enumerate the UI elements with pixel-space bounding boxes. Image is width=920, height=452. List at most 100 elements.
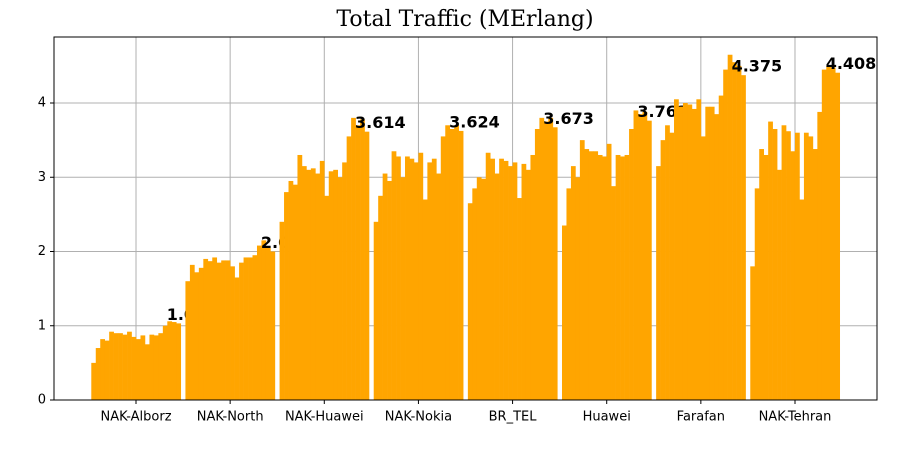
bar bbox=[315, 173, 321, 400]
bar bbox=[162, 325, 168, 400]
x-tick-label: Huawei bbox=[583, 410, 631, 425]
x-tick-label: NAK-Nokia bbox=[385, 410, 452, 425]
bar bbox=[521, 163, 527, 400]
bar bbox=[373, 221, 379, 400]
bar bbox=[629, 128, 634, 400]
bar bbox=[221, 260, 226, 400]
bar bbox=[127, 331, 132, 400]
bar bbox=[418, 152, 424, 400]
bar bbox=[817, 111, 823, 400]
bar bbox=[284, 192, 289, 400]
bar bbox=[494, 173, 500, 400]
bar bbox=[431, 158, 437, 400]
x-tick-label: NAK-Tehran bbox=[759, 410, 832, 425]
bar bbox=[288, 180, 294, 400]
x-tick-label: BR_TEL bbox=[489, 410, 538, 425]
bar bbox=[225, 260, 231, 400]
bar bbox=[378, 195, 383, 400]
bar bbox=[207, 261, 213, 400]
bar bbox=[714, 114, 720, 401]
bar bbox=[144, 344, 150, 400]
bar bbox=[109, 331, 114, 400]
bar bbox=[198, 267, 204, 400]
bar bbox=[709, 106, 715, 400]
bar bbox=[674, 99, 679, 400]
bar bbox=[597, 154, 603, 400]
bar bbox=[427, 162, 433, 400]
bar bbox=[153, 335, 159, 400]
bar bbox=[566, 188, 572, 400]
bar bbox=[826, 65, 832, 400]
bar bbox=[525, 169, 531, 400]
bar bbox=[499, 158, 504, 400]
bar bbox=[741, 75, 746, 400]
bar bbox=[821, 69, 827, 401]
bar bbox=[387, 180, 392, 400]
bar bbox=[118, 333, 123, 400]
bar bbox=[422, 199, 428, 400]
bar bbox=[131, 336, 137, 400]
bar bbox=[561, 225, 567, 400]
bar bbox=[167, 321, 173, 400]
bar bbox=[736, 65, 742, 400]
bar bbox=[472, 188, 478, 400]
bar bbox=[718, 95, 724, 401]
bar bbox=[149, 334, 155, 400]
bar bbox=[270, 251, 276, 400]
bar bbox=[265, 247, 271, 400]
value-label: 3.614 bbox=[355, 113, 406, 132]
bar bbox=[696, 99, 702, 400]
bar bbox=[248, 257, 253, 400]
bar bbox=[602, 156, 608, 400]
bar bbox=[113, 333, 119, 400]
bar bbox=[239, 262, 244, 400]
bar bbox=[230, 266, 235, 400]
bar bbox=[687, 104, 693, 401]
bar bbox=[409, 158, 415, 400]
bar bbox=[543, 121, 549, 401]
value-label: 3.673 bbox=[543, 109, 594, 128]
bar bbox=[812, 149, 818, 400]
bar bbox=[534, 128, 540, 400]
bar bbox=[333, 169, 339, 400]
bar bbox=[786, 131, 791, 400]
bar bbox=[620, 156, 625, 400]
bar bbox=[279, 221, 285, 400]
bar bbox=[768, 121, 773, 401]
bar bbox=[252, 255, 258, 400]
bar bbox=[794, 132, 800, 401]
bar bbox=[261, 240, 267, 400]
bar bbox=[732, 62, 737, 401]
bar bbox=[588, 151, 594, 400]
bar bbox=[301, 166, 307, 400]
bar bbox=[445, 125, 451, 400]
bar bbox=[243, 257, 249, 400]
chart-title: Total Traffic (MErlang) bbox=[336, 7, 593, 32]
bar bbox=[835, 72, 841, 400]
bar bbox=[539, 117, 545, 400]
bar bbox=[189, 264, 195, 400]
bar bbox=[803, 132, 809, 401]
bar bbox=[705, 106, 711, 400]
bar bbox=[790, 151, 796, 400]
bar bbox=[396, 156, 401, 400]
bar bbox=[342, 162, 347, 400]
bar bbox=[606, 143, 612, 400]
plot-frame bbox=[53, 36, 878, 401]
bar bbox=[324, 195, 330, 400]
bar bbox=[682, 103, 688, 401]
bar bbox=[750, 266, 756, 400]
bar bbox=[306, 169, 312, 400]
bar bbox=[633, 110, 639, 400]
bar bbox=[413, 162, 419, 400]
bar bbox=[512, 162, 518, 400]
bar bbox=[360, 119, 365, 401]
bar bbox=[122, 334, 128, 400]
bar bbox=[777, 169, 782, 400]
bar bbox=[194, 272, 200, 400]
bar bbox=[458, 130, 464, 400]
bar bbox=[454, 125, 459, 400]
y-tick-label: 1 bbox=[38, 318, 46, 333]
x-tick-label: NAK-Alborz bbox=[100, 410, 171, 425]
